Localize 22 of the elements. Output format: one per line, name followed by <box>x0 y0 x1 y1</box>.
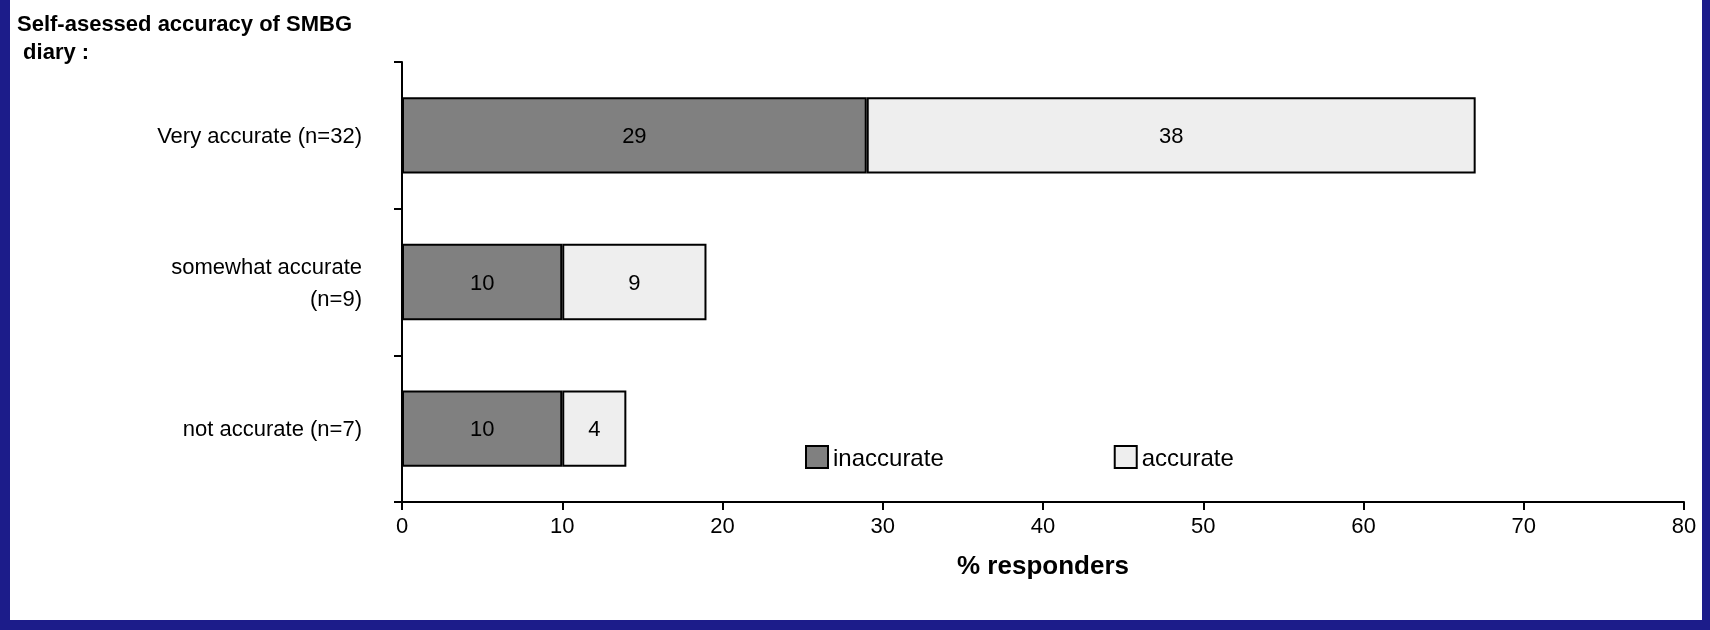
legend-label: accurate <box>1141 443 1234 471</box>
x-tick-label: 80 <box>1671 512 1697 538</box>
y-tick-label: not accurate (n=7) <box>182 416 362 442</box>
x-tick-label: 20 <box>710 512 735 538</box>
data-label: 10 <box>469 269 495 295</box>
y-tick-label: somewhat accurate (n=9) <box>171 253 362 311</box>
y-tick-label: Very accurate (n=32) <box>157 122 362 148</box>
x-tick-label: 10 <box>550 512 575 538</box>
data-label: 4 <box>588 416 601 442</box>
x-tick-label: 40 <box>1030 512 1056 538</box>
x-tick-label: 0 <box>395 512 409 538</box>
data-label: 29 <box>622 122 647 148</box>
x-tick-label: 70 <box>1511 512 1536 538</box>
data-label: 9 <box>628 269 641 295</box>
x-axis-title: % responders <box>957 550 1129 580</box>
x-tick-label: 60 <box>1351 512 1376 538</box>
x-tick-label: 30 <box>870 512 895 538</box>
legend-label: inaccurate <box>833 443 944 471</box>
x-tick-label: 50 <box>1191 512 1216 538</box>
y-axis-title: Self-asessed accuracy of SMBG diary : <box>17 10 353 64</box>
data-label: 38 <box>1158 122 1184 148</box>
data-label: 10 <box>469 416 495 442</box>
